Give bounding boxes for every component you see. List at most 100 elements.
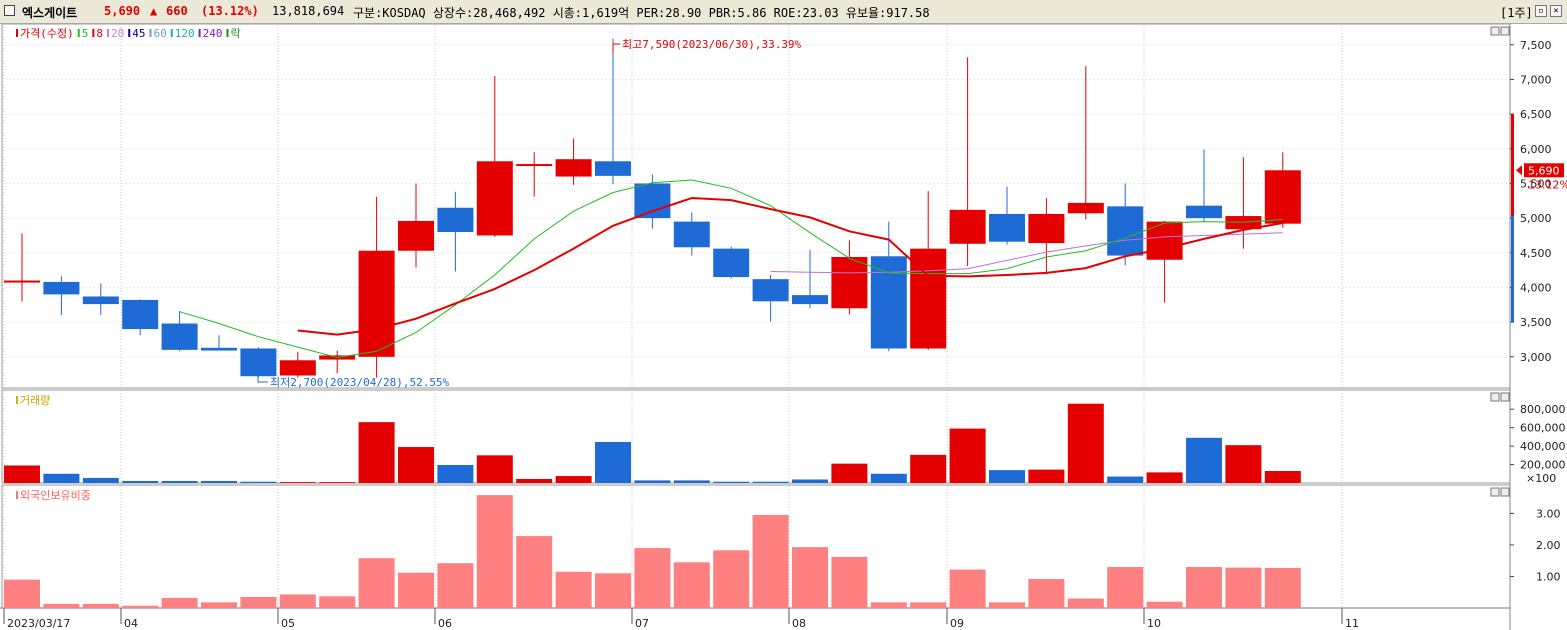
legend-marker [16, 29, 18, 37]
volume-panel-minimize-icon[interactable] [1490, 392, 1500, 402]
foreign-ownership-bar [989, 602, 1025, 608]
candle-body [752, 279, 789, 302]
volume-bar [634, 480, 671, 483]
foreign-ownership-bar [1107, 567, 1144, 608]
volume-bar [240, 481, 277, 483]
volume-bar [1067, 403, 1104, 483]
axis-background [1510, 24, 1567, 630]
price-panel-minimize-icon[interactable] [1490, 26, 1500, 36]
volume-panel-title: 거래량 [20, 394, 50, 407]
foreign-ownership-bar [398, 572, 434, 608]
candle-body [1107, 206, 1144, 256]
legend-label: 가격(수정) [20, 27, 74, 40]
foreign-ownership-bar [437, 563, 474, 608]
price-tick-label: 4,000 [1520, 281, 1552, 294]
foreign-ownership-bar [831, 556, 868, 608]
foreign-ownership-panel-minimize-icon[interactable] [1490, 487, 1500, 497]
volume-tick-label: 800,000 [1520, 403, 1566, 416]
candle-body [43, 281, 80, 295]
volume-bar [555, 476, 592, 483]
foreign-ownership-bar [161, 597, 198, 608]
foreign-ownership-bar [634, 548, 671, 608]
legend-label: 5 [82, 27, 89, 40]
price-tick-label: 7,000 [1520, 73, 1552, 86]
price-tick-label: 4,500 [1520, 247, 1552, 260]
period-selector[interactable]: [1주] [1500, 6, 1533, 20]
candle-body [1067, 202, 1104, 214]
ma8-line [297, 196, 1283, 336]
price-panel-maximize-icon[interactable] [1500, 26, 1510, 36]
legend-marker [77, 29, 80, 37]
volume-bar [595, 441, 631, 483]
select-checkbox[interactable] [4, 5, 15, 16]
foreign-ownership-bar [476, 495, 513, 608]
volume-bar [279, 482, 316, 483]
volume-bar [437, 465, 474, 483]
current-price-box [1524, 163, 1564, 178]
foreign-tick-label: 1.00 [1536, 570, 1561, 583]
volume-bar [476, 455, 513, 483]
foreign-ownership-bar [870, 602, 907, 608]
foreign-ownership-bar [1186, 567, 1222, 608]
candle-body [437, 207, 474, 232]
legend-marker [226, 29, 229, 37]
legend-label: 8 [96, 27, 103, 40]
x-tick-label: 2023/03/17 [7, 617, 70, 630]
candle-body [1186, 205, 1222, 219]
foreign-ownership-bar [4, 579, 40, 608]
legend-marker [106, 29, 109, 37]
price-change: 660 [166, 4, 188, 18]
foreign-panel-title: 외국인보유비중 [20, 489, 91, 502]
foreign-ownership-bar [1225, 567, 1262, 608]
legend-marker [128, 29, 131, 37]
volume-legend-marker [16, 396, 18, 404]
volume-text: 13,818,694 [272, 4, 345, 18]
volume-bar [43, 473, 80, 483]
volume-bar [1225, 445, 1262, 483]
candle-body [870, 256, 907, 349]
volume-bar [82, 477, 119, 483]
volume-tick-label: 400,000 [1520, 440, 1566, 453]
candle-body [949, 209, 986, 244]
foreign-ownership-bar [949, 569, 986, 608]
volume-bar [1146, 472, 1183, 483]
foreign-ownership-bar [122, 605, 159, 608]
volume-bar [1028, 469, 1065, 483]
x-tick-label: 08 [792, 617, 806, 630]
foreign-ownership-bar [555, 571, 592, 608]
volume-bar [989, 470, 1025, 483]
foreign-ownership-bar [673, 562, 710, 608]
range-bar-up [1511, 114, 1514, 217]
candle-body [122, 299, 159, 330]
foreign-ownership-bar [240, 596, 277, 608]
x-tick-label: 07 [635, 617, 649, 630]
legend-marker [170, 29, 173, 37]
candle-body [831, 256, 868, 309]
candle-body [673, 221, 710, 248]
legend-label: 20 [111, 27, 124, 40]
foreign-ownership-bar [1264, 567, 1301, 608]
current-pct-label: 13.12% [1528, 178, 1567, 191]
volume-tick-label: 200,000 [1520, 459, 1566, 472]
price-change-pct: (13.12%) [201, 4, 259, 18]
foreign-ownership-panel-maximize-icon[interactable] [1500, 487, 1510, 497]
current-price-pointer-icon [1516, 165, 1522, 176]
volume-panel-maximize-icon[interactable] [1500, 392, 1510, 402]
restore-button[interactable]: ▫ [1535, 5, 1547, 17]
volume-tick-label: 600,000 [1520, 422, 1566, 435]
legend-label: 락 [230, 27, 240, 40]
foreign-ownership-bar [201, 602, 237, 608]
price-tick-label: 6,500 [1520, 108, 1552, 121]
candle-body [792, 295, 828, 305]
close-button[interactable]: ✕ [1550, 5, 1562, 17]
stock-chart[interactable]: 2023/03/17 04 05 06 07 08 09 10 11 3,000 3,500 4,00… [0, 24, 1567, 630]
price-tick-label: 6,000 [1520, 143, 1552, 156]
range-bar-down [1511, 216, 1514, 323]
stock-name: 엑스게이트 [22, 6, 78, 20]
candle-body [634, 183, 671, 219]
foreign-ownership-bar [1146, 601, 1183, 608]
volume-bar [319, 482, 356, 483]
candle-body [1028, 213, 1065, 244]
candle-body [1264, 170, 1301, 224]
candle-body [555, 159, 592, 177]
